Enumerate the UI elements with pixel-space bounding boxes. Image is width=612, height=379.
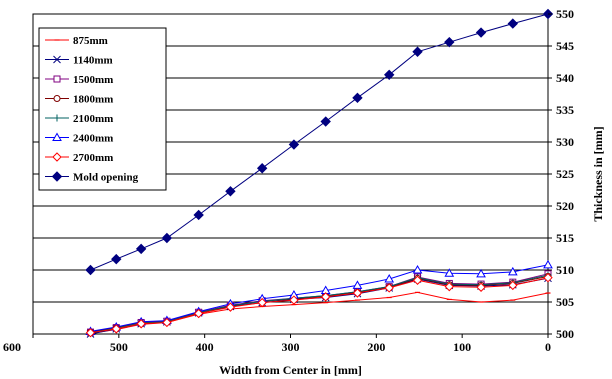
data-point — [111, 253, 122, 265]
legend-label: 1800mm — [73, 94, 113, 106]
x-tick-label: 400 — [196, 340, 214, 354]
legend-label: 875mm — [73, 35, 108, 47]
data-point — [136, 319, 146, 329]
data-point — [412, 275, 423, 285]
series-875mm — [88, 291, 551, 334]
series-line — [90, 277, 549, 334]
legend-entry: Mold opening — [45, 171, 139, 184]
legend-marker — [53, 95, 61, 102]
data-point — [289, 295, 299, 305]
data-point — [288, 139, 300, 150]
data-point — [384, 273, 395, 283]
y-tick-label: 515 — [556, 231, 574, 245]
data-point — [225, 186, 236, 197]
series-group — [85, 8, 554, 338]
x-tick-label: 600 — [3, 340, 21, 354]
data-point — [257, 297, 267, 308]
y-axis-title: Thickness in [mm] — [591, 126, 605, 221]
legend-label: 1500mm — [73, 74, 113, 86]
data-point — [476, 268, 486, 278]
data-point — [111, 324, 121, 334]
x-tick-label: 100 — [453, 340, 471, 354]
legend-marker — [52, 152, 62, 162]
data-point — [412, 46, 423, 57]
data-point — [161, 232, 173, 244]
data-point — [135, 243, 147, 255]
data-point — [225, 302, 236, 312]
x-tick-label: 200 — [367, 340, 385, 354]
legend-marker — [53, 75, 61, 83]
legend-marker — [52, 132, 62, 141]
data-point — [193, 209, 204, 221]
y-tick-label: 500 — [556, 327, 574, 341]
x-tick-label: 300 — [282, 340, 300, 354]
data-point — [444, 281, 454, 292]
y-tick-label: 525 — [556, 167, 574, 181]
series-line — [90, 264, 549, 332]
legend-label: 2100mm — [73, 113, 113, 125]
legend-entry: 875mm — [45, 35, 108, 47]
y-tick-label: 540 — [556, 71, 574, 85]
data-point — [543, 272, 553, 283]
legend-entry: 2700mm — [45, 152, 113, 164]
x-axis-title: Width from Center in [mm] — [219, 363, 362, 377]
series-line — [90, 13, 549, 271]
x-tick-label: 0 — [545, 340, 551, 354]
data-point — [256, 163, 268, 174]
data-point — [508, 280, 518, 291]
series-mold-opening — [85, 8, 554, 276]
legend-entry: 2400mm — [45, 132, 113, 145]
legend-label: 1140mm — [73, 55, 113, 67]
data-point — [352, 288, 363, 298]
data-point — [320, 292, 331, 302]
legend-entry: 1140mm — [45, 55, 113, 67]
y-tick-label: 530 — [556, 135, 574, 149]
y-tick-label: 520 — [556, 199, 574, 213]
data-point — [507, 266, 518, 276]
legend-entry: 1500mm — [45, 74, 113, 86]
data-point — [162, 317, 172, 328]
data-point — [444, 36, 455, 48]
data-point — [543, 259, 553, 269]
legend-label: 2700mm — [73, 152, 113, 164]
y-tick-label: 545 — [556, 39, 574, 53]
data-point — [85, 328, 96, 338]
legend-marker — [53, 55, 61, 64]
legend-marker — [51, 171, 63, 182]
data-point — [384, 283, 394, 293]
y-tick-label: 550 — [556, 7, 574, 21]
data-point — [384, 69, 395, 81]
data-point — [320, 116, 331, 127]
data-point — [507, 18, 519, 29]
legend: 875mm 1140mm 1500mm 1800mm 2100mm 2400mm 2700m… — [38, 27, 167, 191]
data-point — [85, 264, 96, 276]
series-line — [90, 291, 549, 334]
legend-entry: 2100mm — [45, 113, 113, 125]
data-point — [444, 268, 455, 277]
legend-label: 2400mm — [73, 133, 113, 145]
y-tick-label: 505 — [556, 295, 574, 309]
data-point — [412, 264, 423, 274]
legend-box — [38, 27, 167, 191]
data-point — [193, 308, 204, 319]
x-tick-label: 500 — [110, 340, 128, 354]
data-point — [475, 27, 487, 38]
tick-labels: 500 505 510 515 520 525 530 535 540 545 550 600 500 4… — [3, 7, 574, 354]
data-point — [352, 92, 363, 104]
legend-marker — [53, 114, 61, 122]
y-tick-label: 510 — [556, 263, 574, 277]
legend-label: Mold opening — [73, 172, 139, 184]
y-tick-label: 535 — [556, 103, 574, 117]
legend-entry: 1800mm — [45, 94, 113, 106]
data-point — [476, 282, 486, 292]
series-line — [90, 274, 549, 334]
series-2700mm — [85, 272, 553, 338]
